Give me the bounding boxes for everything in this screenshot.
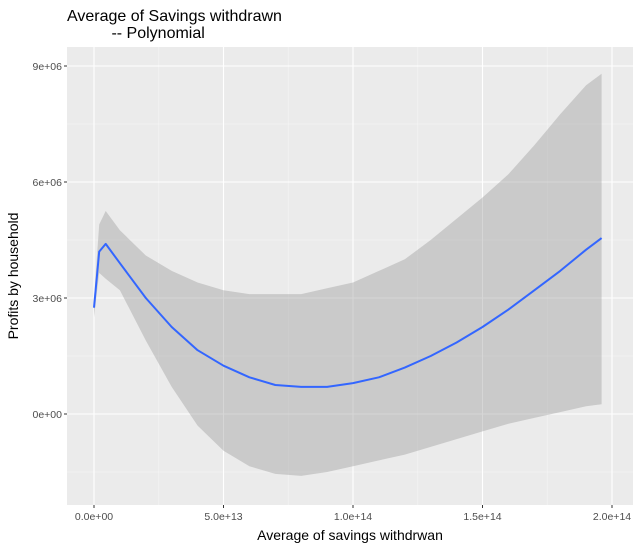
major-gridlines [67, 47, 633, 505]
minor-gridlines [67, 47, 633, 505]
smooth-line [93, 237, 603, 388]
y-axis-label: Profits by household [5, 213, 21, 340]
y-axis: 0e+00 3e+06 6e+06 9e+06 [33, 61, 67, 421]
y-tick-label: 9e+06 [33, 61, 63, 73]
x-tick-label: 0.0e+00 [75, 511, 113, 523]
confidence-band [94, 73, 602, 476]
y-tick-label: 3e+06 [33, 293, 63, 305]
x-tick-label: 5.0e+13 [204, 511, 242, 523]
x-axis-label: Average of savings withdrwan [257, 527, 443, 543]
x-tick-label: 2.0e+14 [593, 511, 631, 523]
chart-title: Average of Savings withdrawn [67, 8, 282, 25]
x-tick-label: 1.0e+14 [334, 511, 372, 523]
x-tick-label: 1.5e+14 [463, 511, 501, 523]
y-tick-label: 6e+06 [33, 177, 63, 189]
y-tick-label: 0e+00 [33, 409, 63, 421]
plot-panel [67, 47, 633, 505]
smooth-line-layer [93, 237, 603, 388]
x-axis: 0.0e+00 5.0e+13 1.0e+14 1.5e+14 2.0e+14 [75, 505, 631, 523]
chart-subtitle: -- Polynomial [67, 25, 205, 42]
confidence-band-layer [94, 73, 602, 476]
